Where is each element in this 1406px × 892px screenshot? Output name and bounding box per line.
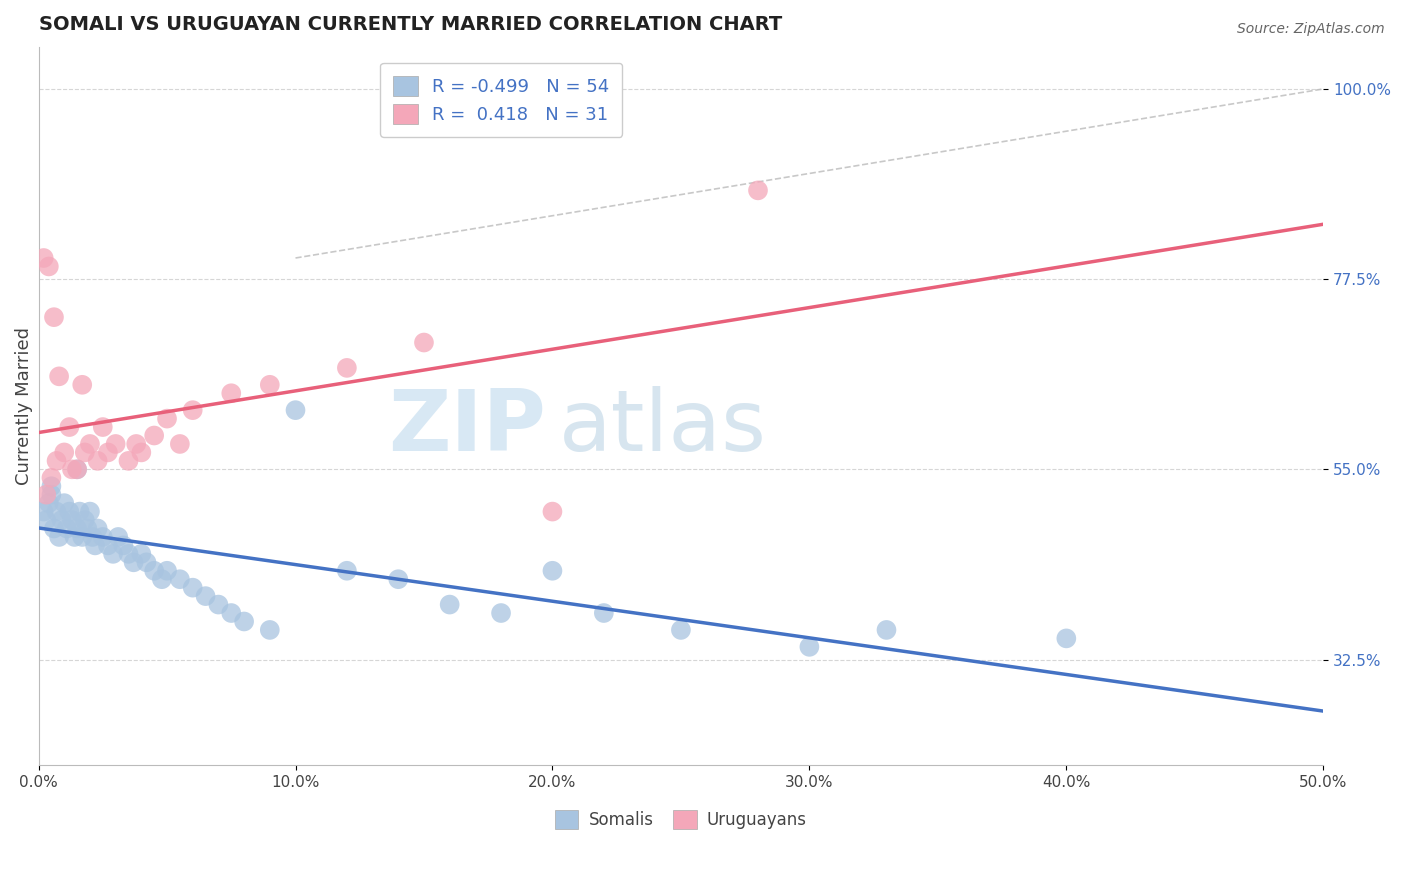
Point [122, 555, 145, 569]
Point [70, 377, 93, 392]
Point [233, 615, 256, 629]
Point [66, 462, 89, 476]
Point [125, 437, 148, 451]
Point [51, 513, 73, 527]
Point [336, 360, 359, 375]
Point [32, 505, 55, 519]
Point [69, 505, 91, 519]
Point [53, 496, 76, 510]
Point [91, 420, 114, 434]
Point [38, 496, 60, 510]
Point [413, 335, 436, 350]
Point [84, 538, 107, 552]
Point [45, 505, 67, 519]
Point [56, 521, 79, 535]
Point [143, 428, 166, 442]
Point [219, 606, 242, 620]
Point [592, 606, 614, 620]
Point [135, 555, 157, 569]
Point [97, 538, 120, 552]
Point [181, 581, 204, 595]
Point [131, 445, 153, 459]
Y-axis label: Currently Married: Currently Married [15, 327, 32, 485]
Point [259, 377, 281, 392]
Point [541, 564, 564, 578]
Point [541, 505, 564, 519]
Point [35, 488, 58, 502]
Point [48, 369, 70, 384]
Point [35, 513, 58, 527]
Point [48, 530, 70, 544]
Point [194, 589, 217, 603]
Point [156, 564, 179, 578]
Point [66, 521, 89, 535]
Point [387, 572, 409, 586]
Legend: Somalis, Uruguayans: Somalis, Uruguayans [548, 804, 814, 836]
Point [101, 547, 124, 561]
Point [86, 454, 108, 468]
Point [41, 471, 63, 485]
Text: Source: ZipAtlas.com: Source: ZipAtlas.com [1237, 22, 1385, 37]
Point [143, 564, 166, 578]
Point [747, 183, 769, 197]
Point [66, 462, 89, 476]
Point [91, 530, 114, 544]
Point [41, 488, 63, 502]
Point [112, 538, 135, 552]
Point [107, 530, 129, 544]
Point [53, 445, 76, 459]
Point [169, 437, 191, 451]
Point [41, 479, 63, 493]
Point [181, 403, 204, 417]
Point [207, 598, 229, 612]
Text: ZIP: ZIP [388, 386, 546, 469]
Point [169, 572, 191, 586]
Point [42, 521, 65, 535]
Point [60, 513, 83, 527]
Point [875, 623, 897, 637]
Point [86, 521, 108, 535]
Point [97, 445, 120, 459]
Point [104, 437, 127, 451]
Point [439, 598, 461, 612]
Point [489, 606, 512, 620]
Point [76, 521, 98, 535]
Point [219, 386, 242, 401]
Point [156, 411, 179, 425]
Point [117, 547, 139, 561]
Point [45, 454, 67, 468]
Point [669, 623, 692, 637]
Point [38, 260, 60, 274]
Point [58, 505, 80, 519]
Point [150, 572, 173, 586]
Point [82, 530, 104, 544]
Point [284, 403, 307, 417]
Point [42, 310, 65, 325]
Text: atlas: atlas [558, 386, 766, 469]
Point [70, 530, 93, 544]
Point [63, 530, 86, 544]
Point [117, 454, 139, 468]
Text: SOMALI VS URUGUAYAN CURRENTLY MARRIED CORRELATION CHART: SOMALI VS URUGUAYAN CURRENTLY MARRIED CO… [38, 15, 782, 34]
Point [259, 623, 281, 637]
Point [73, 513, 96, 527]
Point [32, 251, 55, 265]
Point [131, 547, 153, 561]
Point [79, 437, 101, 451]
Point [799, 640, 821, 654]
Point [336, 564, 359, 578]
Point [60, 462, 83, 476]
Point [1054, 632, 1077, 646]
Point [73, 445, 96, 459]
Point [58, 420, 80, 434]
Point [79, 505, 101, 519]
